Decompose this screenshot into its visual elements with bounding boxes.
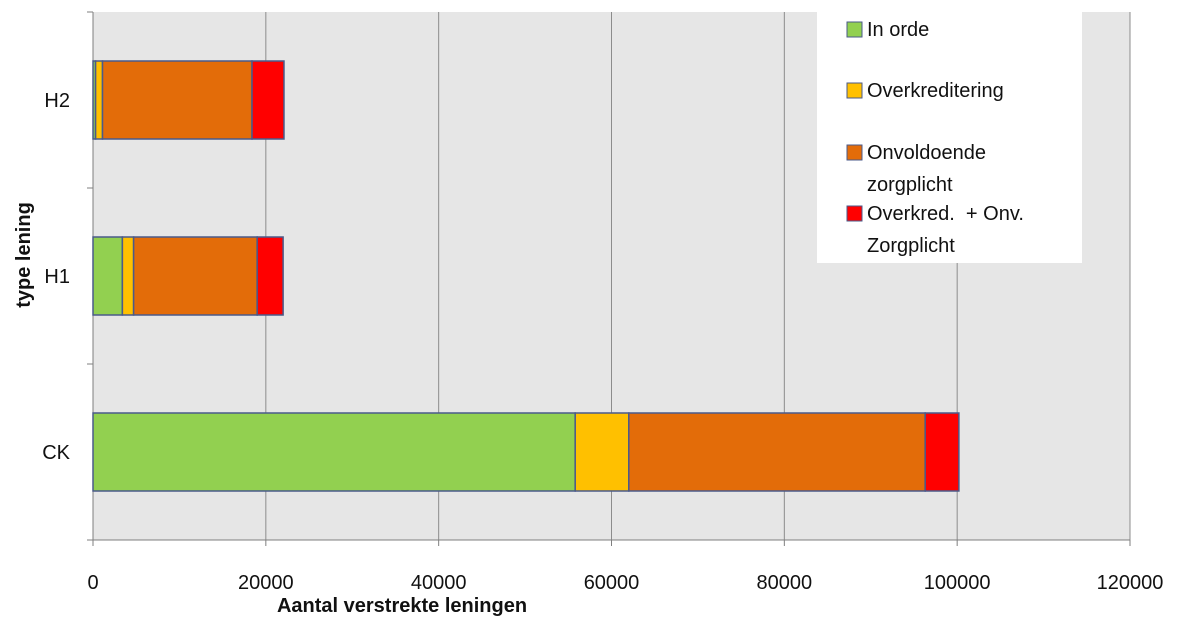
x-tick-label: 40000 bbox=[411, 572, 467, 594]
legend: In orde Overkreditering Onvoldoende zorgpli… bbox=[817, 12, 1082, 263]
category-label: H2 bbox=[44, 90, 70, 112]
bar-segment bbox=[256, 236, 284, 316]
bar-segment bbox=[92, 412, 576, 492]
legend-label: Onvoldoende bbox=[867, 142, 986, 164]
bar-segment bbox=[94, 60, 104, 140]
legend-swatch bbox=[846, 205, 863, 222]
bar-segment bbox=[251, 60, 285, 140]
x-tick-label: 60000 bbox=[584, 572, 640, 594]
bar-segment bbox=[574, 412, 630, 492]
y-axis-title: type lening bbox=[13, 202, 35, 308]
legend-swatch bbox=[846, 21, 863, 38]
x-axis-title: Aantal verstrekte leningen bbox=[277, 595, 527, 617]
bar-segment bbox=[132, 236, 258, 316]
legend-label: Overkreditering bbox=[867, 80, 1004, 102]
legend-label: In orde bbox=[867, 19, 929, 41]
category-label: CK bbox=[42, 442, 70, 464]
legend-box bbox=[817, 12, 1082, 263]
bar-segment bbox=[121, 236, 135, 316]
x-tick-label: 80000 bbox=[757, 572, 813, 594]
category-labels: CK H1 H2 bbox=[42, 90, 70, 464]
legend-swatch bbox=[846, 144, 863, 161]
legend-label: Overkred. + Onv. bbox=[867, 203, 1024, 225]
x-tick-label: 100000 bbox=[924, 572, 991, 594]
category-label: H1 bbox=[44, 266, 70, 288]
bars bbox=[92, 60, 960, 492]
bar-segment bbox=[924, 412, 960, 492]
legend-swatch bbox=[846, 82, 863, 99]
legend-label: zorgplicht bbox=[867, 174, 953, 196]
legend-label: Zorgplicht bbox=[867, 235, 955, 257]
tick-labels: 0 20000 40000 60000 80000 100000 120000 bbox=[87, 572, 1163, 594]
x-tick-label: 0 bbox=[87, 572, 98, 594]
x-tick-label: 120000 bbox=[1097, 572, 1164, 594]
x-tick-label: 20000 bbox=[238, 572, 294, 594]
bar-segment bbox=[101, 60, 253, 140]
bar-segment bbox=[628, 412, 926, 492]
bar-segment bbox=[92, 236, 124, 316]
